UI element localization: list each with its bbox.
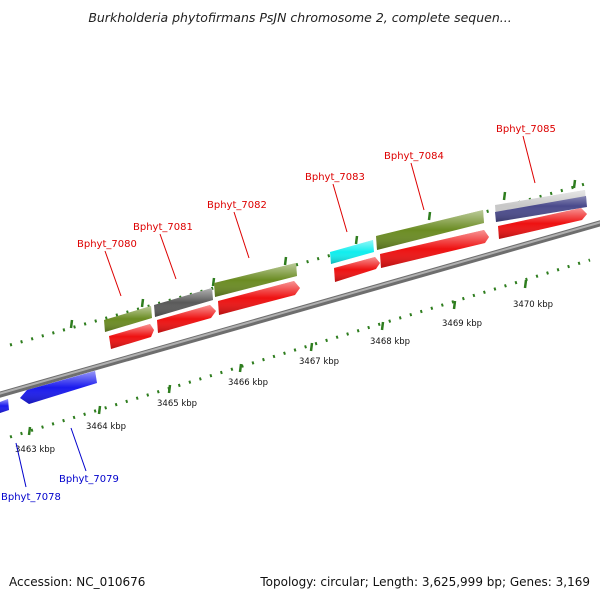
gene-label[interactable]: Bphyt_7084	[384, 151, 444, 162]
lower-gene-arrows	[0, 371, 97, 413]
scale-label: 3468 kbp	[370, 337, 410, 347]
gene-label[interactable]: Bphyt_7083	[305, 172, 365, 183]
page-title: Burkholderia phytofirmans PsJN chromosom…	[88, 10, 512, 25]
scale-label: 3470 kbp	[513, 300, 553, 310]
scale-label: 3466 kbp	[228, 378, 268, 388]
upper-leader-lines	[104, 135, 536, 297]
scale-label: 3465 kbp	[157, 399, 197, 409]
upper-gene-labels: Bphyt_7080 Bphyt_7081 Bphyt_7082 Bphyt_7…	[77, 124, 556, 250]
lower-gene-labels: Bphyt_7078 Bphyt_7079	[1, 474, 119, 503]
gene-label[interactable]: Bphyt_7082	[207, 200, 267, 211]
upper-gene-arrows	[109, 208, 587, 349]
gene-label[interactable]: Bphyt_7080	[77, 239, 137, 250]
upper-feature-bars	[104, 190, 587, 332]
scale-label: 3467 kbp	[299, 357, 339, 367]
lower-leader-lines	[15, 427, 87, 488]
chromosome-backbone	[0, 220, 600, 398]
lower-tick-track	[9, 258, 591, 439]
gene-label[interactable]: Bphyt_7078	[1, 492, 61, 503]
upper-tick-track	[9, 182, 586, 347]
scale-label: 3463 kbp	[15, 445, 55, 455]
accession-text: Accession: NC_010676	[9, 575, 146, 589]
gene-label[interactable]: Bphyt_7085	[496, 124, 556, 135]
lower-major-ticks	[27, 279, 528, 436]
gene-label[interactable]: Bphyt_7081	[133, 222, 193, 233]
upper-major-ticks	[69, 179, 577, 329]
scale-labels: 3463 kbp 3464 kbp 3465 kbp 3466 kbp 3467…	[15, 300, 553, 455]
gene-label[interactable]: Bphyt_7079	[59, 474, 119, 485]
scale-label: 3469 kbp	[442, 319, 482, 329]
scale-label: 3464 kbp	[86, 422, 126, 432]
genome-summary-text: Topology: circular; Length: 3,625,999 bp…	[260, 575, 590, 589]
